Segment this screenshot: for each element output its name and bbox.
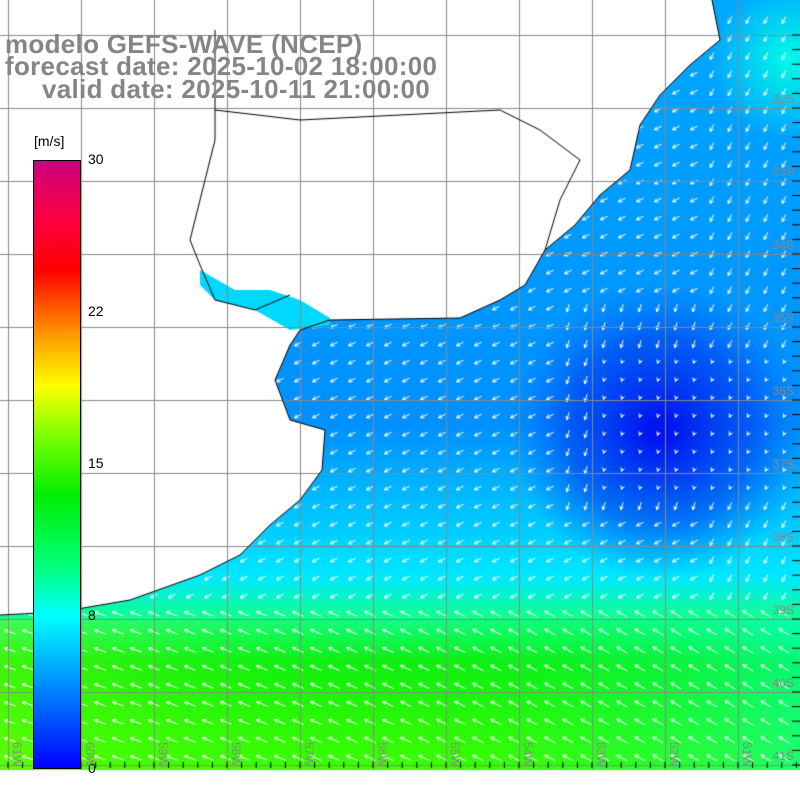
colorbar-tick: 22: [88, 303, 104, 319]
valid-date: valid date: 2025-10-11 21:00:00: [42, 74, 430, 104]
latitude-label: 35S: [772, 311, 794, 325]
longitude-label: 59W: [156, 742, 170, 767]
latitude-label: 32S: [772, 92, 794, 106]
model-title: modelo GEFS-WAVE (NCEP): [5, 29, 363, 59]
latitude-label: 41S: [772, 749, 794, 763]
longitude-label: 60W: [83, 742, 97, 767]
colorbar-tick: 0: [88, 760, 96, 776]
latitude-label: 39S: [772, 603, 794, 617]
colorbar-tick: 30: [88, 151, 104, 167]
longitude-label: 53W: [594, 742, 608, 767]
colorbar-unit: [m/s]: [34, 133, 65, 149]
forecast-date: forecast date: 2025-10-02 18:00:00: [5, 51, 438, 81]
latitude-label: 36S: [772, 384, 794, 398]
longitude-label: 55W: [448, 742, 462, 767]
latitude-label: 34S: [772, 238, 794, 252]
colorbar: [33, 160, 81, 769]
latitude-label: 40S: [772, 676, 794, 690]
latitude-label: 37S: [772, 457, 794, 471]
latitude-label: 33S: [772, 165, 794, 179]
longitude-label: 52W: [667, 742, 681, 767]
longitude-label: 56W: [375, 742, 389, 767]
colorbar-tick: 15: [88, 455, 104, 471]
longitude-label: 54W: [521, 742, 535, 767]
longitude-label: 57W: [302, 742, 316, 767]
latitude-label: 38S: [772, 530, 794, 544]
longitude-label: 61W: [10, 742, 24, 767]
longitude-label: 58W: [229, 742, 243, 767]
colorbar-tick: 8: [88, 607, 96, 623]
longitude-label: 51W: [740, 742, 754, 767]
